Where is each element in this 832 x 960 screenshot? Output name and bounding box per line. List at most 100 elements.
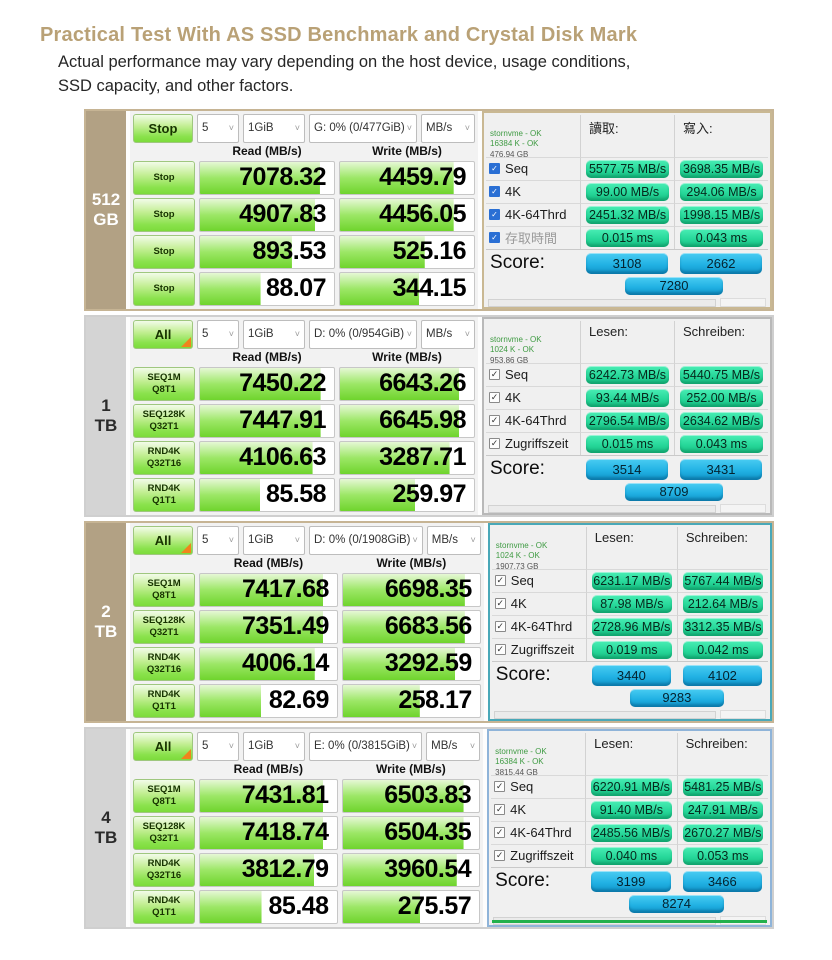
cdm-result-row: SEQ1M Q8T1 7417.68 6698.35 — [133, 572, 481, 607]
cdm-test-button[interactable]: SEQ1M Q8T1 — [133, 366, 195, 401]
checkbox-checked[interactable] — [489, 163, 501, 175]
cdm-read-value: 7417.68 — [199, 572, 338, 607]
cdm-all-stop-button[interactable]: All — [133, 319, 193, 349]
asssd-test-name: Zugriffszeit — [510, 848, 574, 864]
cdm-result-row: RND4K Q32T16 4006.14 3292.59 — [133, 646, 481, 681]
asssd-drive-size: 3815.44 GB — [495, 767, 538, 777]
cdm-test-button[interactable]: SEQ128K Q32T1 — [133, 609, 195, 644]
cdm-test-name: SEQ128K — [142, 615, 186, 627]
cdm-unit-select[interactable]: MB/s ˅ — [426, 731, 481, 761]
cdm-test-button[interactable]: SEQ128K Q32T1 — [133, 815, 195, 850]
cdm-test-count-select[interactable]: 5 ˅ — [197, 731, 239, 761]
cdm-unit-select[interactable]: MB/s ˅ — [421, 113, 476, 143]
checkbox-checked[interactable] — [489, 438, 500, 450]
asssd-write-cell: 2670.27 MB/s — [676, 820, 768, 844]
cdm-test-name: RND4K — [147, 483, 181, 495]
asssd-write-header: 寫入: — [674, 114, 768, 157]
asssd-read-value: 0.019 ms — [591, 640, 672, 659]
asssd-drive-info: stornvme - OK 1024 K - OK 1907.73 GB — [492, 527, 586, 571]
cdm-result-row: SEQ1M Q8T1 7450.22 6643.26 — [133, 366, 475, 401]
cdm-all-stop-button[interactable]: All — [133, 731, 193, 761]
checkbox-checked[interactable] — [494, 644, 506, 656]
cdm-test-button[interactable]: RND4K Q32T16 — [133, 646, 195, 681]
cdm-test-button[interactable]: RND4K Q32T16 — [133, 440, 195, 475]
asssd-write-score-cell: 4102 — [676, 660, 768, 689]
chevron-down-icon: ˅ — [228, 741, 234, 752]
cdm-test-count-select[interactable]: 5 ˅ — [197, 319, 239, 349]
checkbox-checked[interactable] — [494, 827, 506, 839]
asssd-drive-size: 953.86 GB — [490, 355, 529, 365]
cdm-test-button[interactable]: SEQ128K Q32T1 — [133, 403, 195, 438]
checkbox-checked[interactable] — [494, 850, 506, 862]
asssd-write-value: 294.06 MB/s — [680, 182, 763, 201]
cdm-test-button[interactable]: RND4K Q1T1 — [133, 889, 195, 924]
cdm-test-button[interactable]: SEQ1M Q8T1 — [133, 778, 195, 813]
checkbox-checked[interactable] — [494, 781, 506, 793]
cdm-test-count-select[interactable]: 5 ˅ — [197, 113, 239, 143]
checkbox-checked[interactable] — [489, 369, 500, 381]
cdm-test-button[interactable]: RND4K Q32T16 — [133, 852, 195, 887]
cdm-drive-select[interactable]: D: 0% (0/1908GiB) ˅ — [309, 525, 423, 555]
cdm-drive-select[interactable]: G: 0% (0/477GiB) ˅ — [309, 113, 418, 143]
checkbox-checked[interactable] — [489, 186, 501, 198]
checkbox-checked[interactable] — [494, 621, 506, 633]
asssd-read-cell: 6231.17 MB/s — [585, 568, 677, 592]
cdm-read-value: 3812.79 — [199, 852, 338, 887]
asssd-write-cell: 247.91 MB/s — [676, 797, 768, 821]
cdm-result-row: SEQ128K Q32T1 7418.74 6504.35 — [133, 815, 481, 850]
asssd-write-header: Schreiben: — [674, 320, 768, 363]
asssd-read-cell: 91.40 MB/s — [585, 797, 677, 821]
cdm-test-button[interactable]: Stop — [133, 197, 195, 232]
cdm-test-name: RND4K — [147, 446, 181, 458]
checkbox-checked[interactable] — [494, 575, 506, 587]
checkbox-checked[interactable] — [489, 232, 501, 244]
asssd-write-cell: 0.053 ms — [676, 843, 768, 867]
cdm-write-value: 6698.35 — [341, 572, 481, 607]
checkbox-checked[interactable] — [489, 415, 500, 427]
checkbox-checked[interactable] — [489, 392, 500, 404]
cdm-test-queue: Q1T1 — [152, 700, 176, 712]
cdm-test-name: RND4K — [147, 895, 181, 907]
cdm-test-button[interactable]: Stop — [133, 160, 195, 195]
cdm-all-stop-button[interactable]: All — [133, 525, 193, 555]
cdm-test-queue: Q8T1 — [152, 589, 176, 601]
asssd-score-label: Score: — [491, 660, 586, 689]
cdm-all-stop-button[interactable]: Stop — [133, 113, 193, 143]
cdm-test-name: RND4K — [147, 858, 181, 870]
cdm-test-count-select[interactable]: 5 ˅ — [197, 525, 239, 555]
cdm-unit-select[interactable]: MB/s ˅ — [426, 525, 481, 555]
cdm-test-button[interactable]: Stop — [133, 271, 195, 306]
asssd-write-value: 212.64 MB/s — [682, 594, 763, 613]
asssd-test-name: 4K — [505, 184, 521, 200]
checkbox-checked[interactable] — [494, 598, 506, 610]
checkbox-checked[interactable] — [489, 209, 501, 221]
asssd-driver-status: stornvme - OK — [490, 128, 542, 138]
cdm-write-value: 6683.56 — [341, 609, 481, 644]
asssd-total-score: 9283 — [629, 688, 725, 707]
cdm-write-value: 3287.71 — [339, 440, 475, 475]
cdm-result-row: RND4K Q32T16 4106.63 3287.71 — [133, 440, 475, 475]
cdm-read-value: 7418.74 — [199, 815, 338, 850]
cdm-test-size-select[interactable]: 1GiB ˅ — [243, 731, 305, 761]
cdm-drive-select[interactable]: D: 0% (0/954GiB) ˅ — [309, 319, 417, 349]
cdm-test-size-select[interactable]: 1GiB ˅ — [243, 113, 305, 143]
asssd-test-name: 4K-64Thrd — [505, 207, 567, 223]
cdm-test-size-select[interactable]: 1GiB ˅ — [243, 525, 305, 555]
cdm-test-queue: Q1T1 — [152, 906, 176, 918]
cdm-write-value: 259.97 — [339, 477, 475, 512]
cdm-test-count-value: 5 — [202, 740, 209, 753]
capacity-value: 2 — [101, 602, 111, 622]
cdm-test-button[interactable]: RND4K Q1T1 — [133, 477, 195, 512]
cdm-test-button[interactable]: Stop — [133, 234, 195, 269]
cdm-result-rows: SEQ1M Q8T1 7450.22 6643.26 SEQ128K Q32T1… — [133, 366, 475, 512]
cdm-test-size-select[interactable]: 1GiB ˅ — [243, 319, 305, 349]
asssd-benchmark-window: stornvme - OK 1024 K - OK 953.86 GB Lese… — [482, 316, 772, 515]
asssd-read-header: 讀取: — [580, 114, 674, 157]
asssd-test-label-cell: 4K-64Thrd — [486, 408, 580, 432]
cdm-test-button[interactable]: RND4K Q1T1 — [133, 683, 195, 718]
checkbox-checked[interactable] — [494, 804, 506, 816]
cdm-unit-select[interactable]: MB/s ˅ — [421, 319, 475, 349]
cdm-test-button[interactable]: SEQ1M Q8T1 — [133, 572, 195, 607]
cdm-drive-select[interactable]: E: 0% (0/3815GiB) ˅ — [309, 731, 423, 761]
asssd-write-header: Schreiben: — [676, 526, 768, 569]
